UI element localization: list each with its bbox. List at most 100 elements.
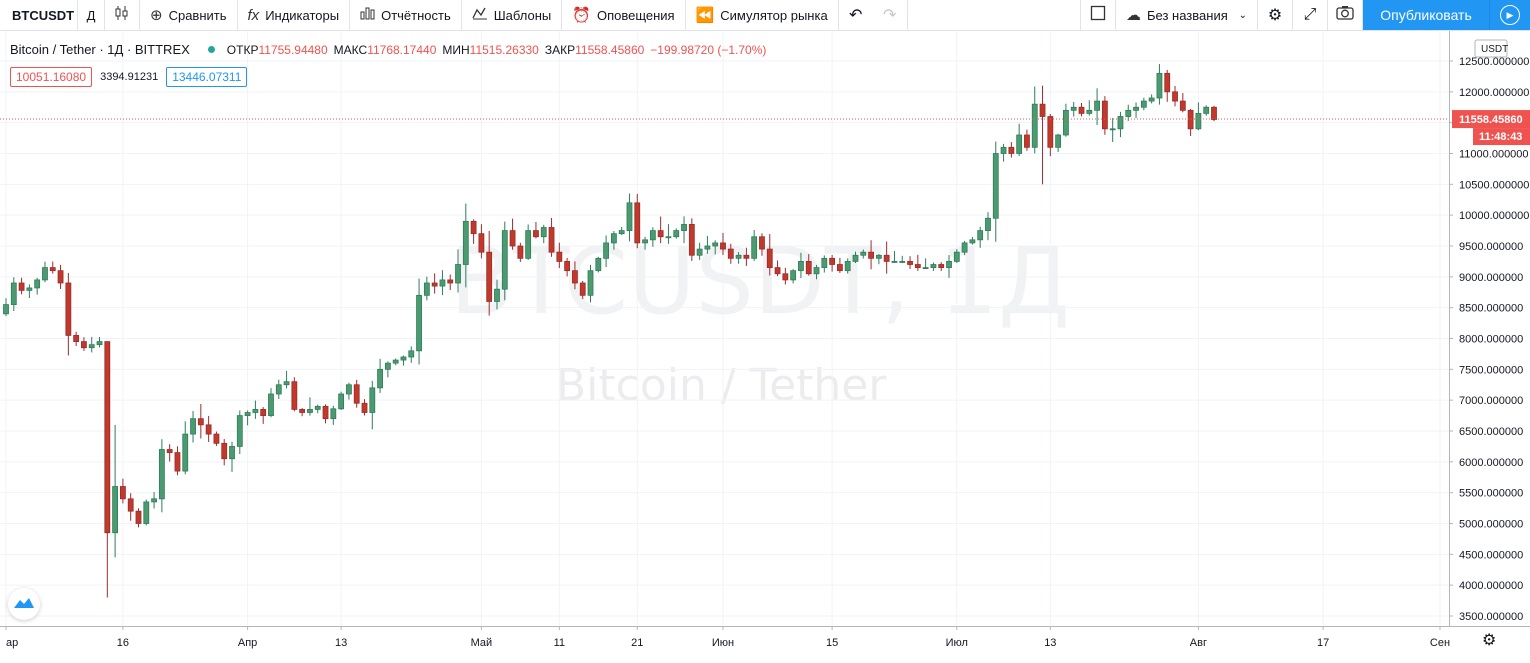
candle-body	[494, 288, 500, 302]
candle-body	[346, 384, 352, 395]
last-price-label: 11558.45860	[1459, 114, 1523, 126]
camera-icon	[1336, 5, 1354, 25]
candle-body	[805, 261, 812, 275]
candle-body	[26, 287, 33, 291]
candle-body	[1078, 106, 1085, 114]
interval-button[interactable]: Д	[78, 0, 105, 30]
candle-body	[829, 257, 836, 265]
layout-name-dropdown[interactable]: ☁ Без названия ⌄	[1116, 0, 1258, 30]
x-tick-label: 21	[631, 637, 643, 649]
candle-body	[852, 254, 859, 262]
candle-body	[190, 418, 196, 435]
candle-body	[330, 408, 337, 420]
candle-body	[556, 251, 563, 262]
compare-button[interactable]: ⊕ Сравнить	[140, 0, 238, 30]
candle-body	[462, 220, 469, 265]
fx-icon: fx	[247, 6, 260, 24]
candle-body	[1024, 134, 1030, 148]
candle-body	[447, 279, 454, 284]
snapshot-button[interactable]	[1328, 0, 1363, 30]
candle-body	[112, 486, 119, 534]
candle-body	[104, 341, 111, 534]
candle-body	[151, 498, 157, 503]
x-tick-label: Май	[471, 637, 493, 649]
low-label: МИН	[442, 42, 470, 57]
candle-body	[712, 242, 719, 247]
y-tick-label: 7000.000000	[1459, 395, 1523, 407]
candle-body	[1203, 106, 1210, 114]
candle-body	[681, 224, 687, 231]
candle-body	[525, 230, 532, 259]
candle-body	[392, 359, 399, 364]
fullscreen-layout-button[interactable]	[1081, 0, 1116, 30]
ask-button[interactable]: 13446.07311	[166, 67, 248, 87]
candle-body	[751, 236, 758, 259]
candle-body	[96, 341, 103, 346]
undo-button[interactable]: ↶	[839, 0, 873, 30]
y-tick-label: 11000.000000	[1459, 149, 1529, 161]
candle-body	[88, 344, 95, 349]
reports-button[interactable]: Отчётность	[350, 0, 462, 30]
candle-body	[610, 233, 617, 244]
candle-body	[579, 282, 586, 296]
candle-body	[423, 282, 430, 296]
candle-body	[174, 452, 181, 472]
candle-body	[1125, 109, 1132, 117]
replay-button[interactable]: ⏪ Симулятор рынка	[686, 0, 839, 30]
candle-body	[127, 498, 134, 512]
replay-play-button[interactable]: ▶	[1490, 0, 1530, 30]
candle-body	[1055, 134, 1062, 148]
bid-ask-row: 10051.16080 3394.91231 13446.07311	[10, 67, 248, 87]
x-tick-label: 13	[1044, 637, 1056, 649]
settings-button[interactable]: ⚙	[1258, 0, 1293, 30]
currency-label: USDT	[1481, 44, 1508, 55]
candle-body	[353, 384, 360, 404]
alerts-button[interactable]: ⏰ Оповещения	[562, 0, 686, 30]
tradingview-logo-button[interactable]	[8, 588, 40, 620]
candle-body	[73, 335, 80, 342]
candle-body	[891, 261, 898, 263]
y-tick-label: 7500.000000	[1459, 364, 1523, 376]
square-icon	[1090, 5, 1106, 26]
publish-button[interactable]: Опубликовать	[1363, 0, 1490, 30]
candle-body	[844, 261, 851, 272]
candle-body	[649, 230, 656, 241]
candle-body	[992, 153, 999, 219]
replay-label: Симулятор рынка	[720, 7, 828, 23]
candle-body	[182, 433, 189, 472]
candle-body	[720, 242, 726, 250]
templates-button[interactable]: Шаблоны	[462, 0, 563, 30]
indicators-button[interactable]: fx Индикаторы	[238, 0, 351, 30]
candlestick-chart[interactable]: 3500.000000 4000.000000 4500.000000 5000.00…	[0, 31, 1530, 663]
candle-body	[1187, 109, 1194, 130]
x-tick-label: 17	[1317, 637, 1329, 649]
scale-settings-button[interactable]: ⚙	[1482, 630, 1496, 650]
candle-body	[416, 294, 422, 352]
candle-body	[930, 264, 937, 268]
ohlc-values: ОТКР 11755.94480 МАКС 11768.17440 МИН 11515…	[227, 43, 773, 57]
candle-body	[766, 248, 773, 268]
x-tick-label: 16	[117, 637, 129, 649]
candle-body	[587, 270, 594, 296]
candle-body	[1094, 100, 1100, 111]
plus-circle-icon: ⊕	[150, 7, 163, 24]
candle-body	[743, 254, 750, 259]
chart-type-button[interactable]	[105, 0, 140, 30]
countdown-badge	[1473, 128, 1530, 146]
x-tick-label: 11	[554, 637, 565, 649]
y-tick-label: 3500.000000	[1459, 611, 1523, 623]
fullscreen-button[interactable]: ⤢	[1293, 0, 1328, 30]
bid-button[interactable]: 10051.16080	[10, 67, 93, 87]
candle-body	[665, 236, 672, 239]
candle-body	[899, 261, 906, 263]
bar-chart-icon	[360, 6, 375, 24]
candle-body	[229, 446, 235, 460]
candle-body	[626, 202, 633, 231]
gear-icon: ⚙	[1482, 632, 1497, 649]
symbol-search-button[interactable]: BTCUSDT	[0, 0, 78, 30]
candle-body	[673, 230, 680, 238]
candle-body	[595, 257, 602, 272]
redo-button[interactable]: ↷	[873, 0, 908, 30]
candle-body	[369, 387, 376, 413]
series-title[interactable]: Bitcoin / Tether · 1Д · BITTREX	[10, 42, 190, 57]
